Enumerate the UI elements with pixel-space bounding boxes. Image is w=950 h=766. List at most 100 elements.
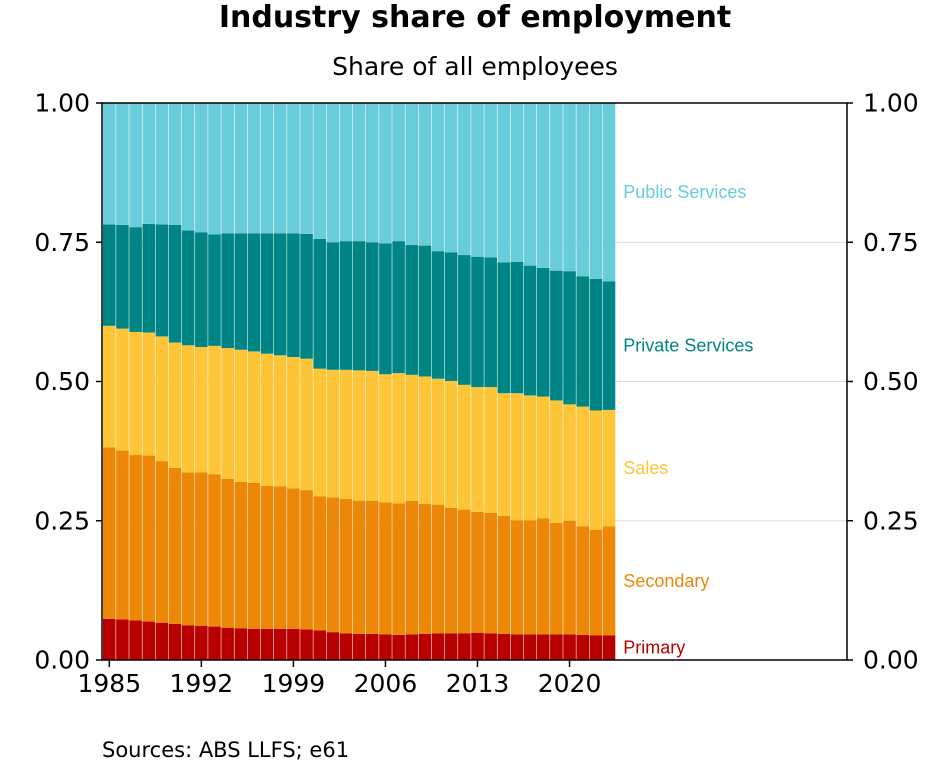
bar-segment [287, 488, 300, 629]
bar-segment [352, 103, 366, 242]
bar-segment [339, 241, 353, 370]
bar-segment [471, 387, 484, 512]
chart-subtitle: Share of all employees [332, 52, 618, 81]
axes: 0.00 0.00 0.25 0.25 0.50 0.50 0.75 0.75 1.00 1.00… [34, 89, 918, 699]
bar-segment [405, 500, 419, 635]
y-tick-label-left: 0.50 [34, 367, 90, 396]
bar-segment [208, 234, 221, 346]
bar-segment [458, 255, 471, 385]
bar-segment [208, 345, 221, 475]
bar-segment [352, 241, 366, 371]
bar-segment [431, 504, 445, 634]
bar-segment [602, 103, 616, 282]
bar-segment [379, 243, 392, 375]
bar-segment [142, 621, 156, 660]
bar-segment [313, 630, 326, 660]
bar-segment [510, 520, 524, 635]
bar-segment [326, 242, 340, 370]
bar-segment [142, 332, 156, 456]
bar-segment [589, 529, 603, 636]
bar-segment [155, 622, 169, 660]
bar-segment [458, 633, 471, 660]
bar-segment [418, 245, 432, 377]
bar-segment [405, 634, 419, 660]
bar-segment [116, 103, 129, 225]
bar-segment [484, 512, 497, 634]
bar-segment [273, 233, 287, 356]
bar-segment [195, 626, 208, 660]
bar-segment [418, 103, 432, 246]
bar-segment [563, 634, 576, 660]
bar-segment [221, 103, 234, 234]
x-tick-label: 1985 [77, 669, 141, 698]
x-tick-label: 2013 [446, 669, 510, 698]
bar-segment [366, 103, 379, 243]
y-tick-label-right: 0.75 [863, 228, 919, 257]
bar-segment [497, 393, 511, 516]
bar-segment [208, 103, 221, 235]
bar-segment [181, 625, 195, 660]
bar-segment [444, 507, 458, 634]
bar-segment [550, 522, 563, 635]
bar-segment [589, 103, 603, 280]
bar-segment [536, 103, 550, 268]
bar-segment [471, 511, 484, 633]
series-label: Secondary [623, 571, 709, 591]
bar-segment [550, 270, 563, 401]
bar-segment [444, 633, 458, 660]
bar-segment [392, 373, 405, 504]
bar-segment [510, 103, 524, 262]
bar-segment [431, 633, 445, 660]
bar-segment [116, 619, 129, 660]
x-tick-label: 1999 [262, 669, 326, 698]
bar-segment [116, 224, 129, 329]
bar-segment [260, 628, 274, 660]
bar-segment [550, 400, 563, 523]
bar-segment [536, 267, 550, 397]
bar-segment [589, 279, 603, 411]
bar-segment [155, 336, 169, 462]
bar-segment [195, 472, 208, 627]
bar-segment [444, 103, 458, 253]
bar-segment [195, 232, 208, 347]
y-tick-label-left: 0.25 [34, 506, 90, 535]
bar-segment [392, 241, 405, 374]
bar-segment [576, 103, 589, 277]
bar-segment [181, 345, 195, 473]
bar-segment [287, 233, 300, 357]
bar-segment [129, 331, 142, 456]
bar-segment [339, 369, 353, 500]
bar-segment [300, 358, 313, 491]
bar-segment [484, 387, 497, 513]
bar-segment [379, 374, 392, 503]
bar-segment [234, 628, 248, 660]
bar-segment [392, 103, 405, 242]
bar-segment [563, 271, 576, 405]
bar-segment [392, 503, 405, 635]
bar-segment [484, 103, 497, 258]
y-tick-label-left: 0.00 [34, 646, 90, 675]
bar-segment [129, 455, 142, 621]
bar-segment [168, 103, 182, 225]
bar-segment [366, 500, 379, 634]
bar-segment [103, 447, 116, 619]
bar-segment [405, 103, 419, 246]
series-label: Primary [623, 638, 685, 658]
bar-segment [221, 478, 234, 628]
bar-segment [576, 526, 589, 635]
bar-segment [300, 233, 313, 359]
bar-segment [484, 257, 497, 388]
bar-segment [208, 626, 221, 660]
bar-segment [103, 325, 116, 448]
bar-segment [195, 346, 208, 473]
bar-segment [366, 633, 379, 660]
bar-segment [484, 633, 497, 660]
bar-segment [458, 103, 471, 256]
bar-segment [273, 103, 287, 234]
bar-segment [563, 103, 576, 272]
bar-segment [339, 103, 353, 242]
bar-segment [155, 461, 169, 623]
bar-segment [550, 103, 563, 271]
bar-segment [458, 509, 471, 634]
bar-segment [379, 103, 392, 244]
